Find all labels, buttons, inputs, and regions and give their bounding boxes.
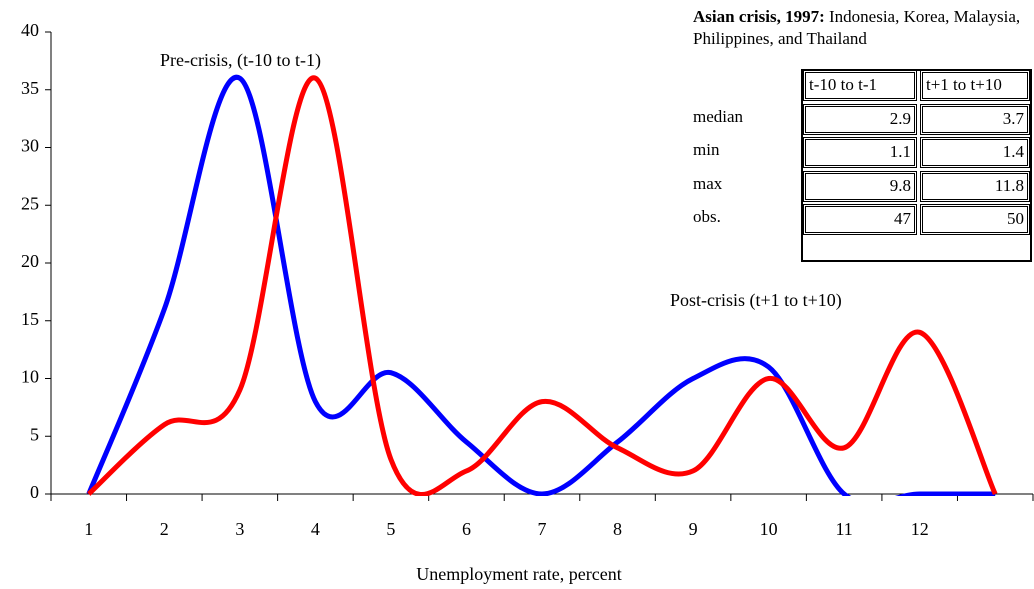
y-tick-label: 10 bbox=[21, 367, 39, 387]
table-note: Asian crisis, 1997: Indonesia, Korea, Ma… bbox=[693, 6, 1034, 50]
table-cell: 9.8 bbox=[803, 170, 917, 202]
x-tick-label: 8 bbox=[613, 519, 622, 539]
table-row-label: max bbox=[693, 173, 723, 193]
annotation: Post-crisis (t+1 to t+10) bbox=[670, 290, 842, 311]
x-tick-label: 11 bbox=[835, 519, 852, 539]
table-title: Asian crisis, 1997: bbox=[693, 7, 825, 26]
annotation: Pre-crisis, (t-10 to t-1) bbox=[160, 50, 321, 71]
x-tick-label: 10 bbox=[760, 519, 778, 539]
y-tick-label: 0 bbox=[30, 482, 39, 502]
line-series bbox=[87, 75, 998, 496]
x-axis-label: Unemployment rate, percent bbox=[416, 564, 621, 584]
x-tick-label: 3 bbox=[235, 519, 244, 539]
x-tick-label: 7 bbox=[538, 519, 547, 539]
table-row-label: min bbox=[693, 140, 720, 159]
table-cell: 3.7 bbox=[920, 103, 1030, 135]
x-tick-label: 4 bbox=[311, 519, 320, 539]
table-subtitle: Indonesia, Korea, Malaysia, Philippines,… bbox=[693, 7, 1021, 48]
y-tick-label: 35 bbox=[21, 78, 39, 98]
x-tick-label: 5 bbox=[386, 519, 395, 539]
table-cell: 2.9 bbox=[803, 103, 917, 135]
x-tick-label: 2 bbox=[160, 519, 169, 539]
x-tick-label: 9 bbox=[689, 519, 698, 539]
y-tick-label: 5 bbox=[30, 424, 39, 444]
y-tick-label: 40 bbox=[21, 20, 39, 40]
table-header: t-10 to t-1 bbox=[803, 70, 917, 101]
y-tick-label: 25 bbox=[21, 193, 39, 213]
table-cell: 11.8 bbox=[920, 170, 1030, 202]
table-header: t+1 to t+10 bbox=[920, 70, 1030, 101]
table-cell: 1.1 bbox=[803, 137, 917, 168]
x-tick-label: 6 bbox=[462, 519, 471, 539]
table-row-label: obs. bbox=[693, 207, 721, 226]
y-tick-label: 20 bbox=[21, 251, 39, 271]
y-tick-label: 15 bbox=[21, 309, 39, 329]
table-cell: 1.4 bbox=[920, 137, 1030, 168]
line-series bbox=[86, 74, 996, 496]
table-row-label: median bbox=[693, 106, 744, 126]
x-tick-label: 1 bbox=[84, 519, 93, 539]
x-tick-label: 12 bbox=[911, 519, 929, 539]
y-tick-label: 30 bbox=[21, 136, 39, 156]
table-cell: 50 bbox=[920, 204, 1030, 235]
table-cell: 47 bbox=[803, 204, 917, 235]
